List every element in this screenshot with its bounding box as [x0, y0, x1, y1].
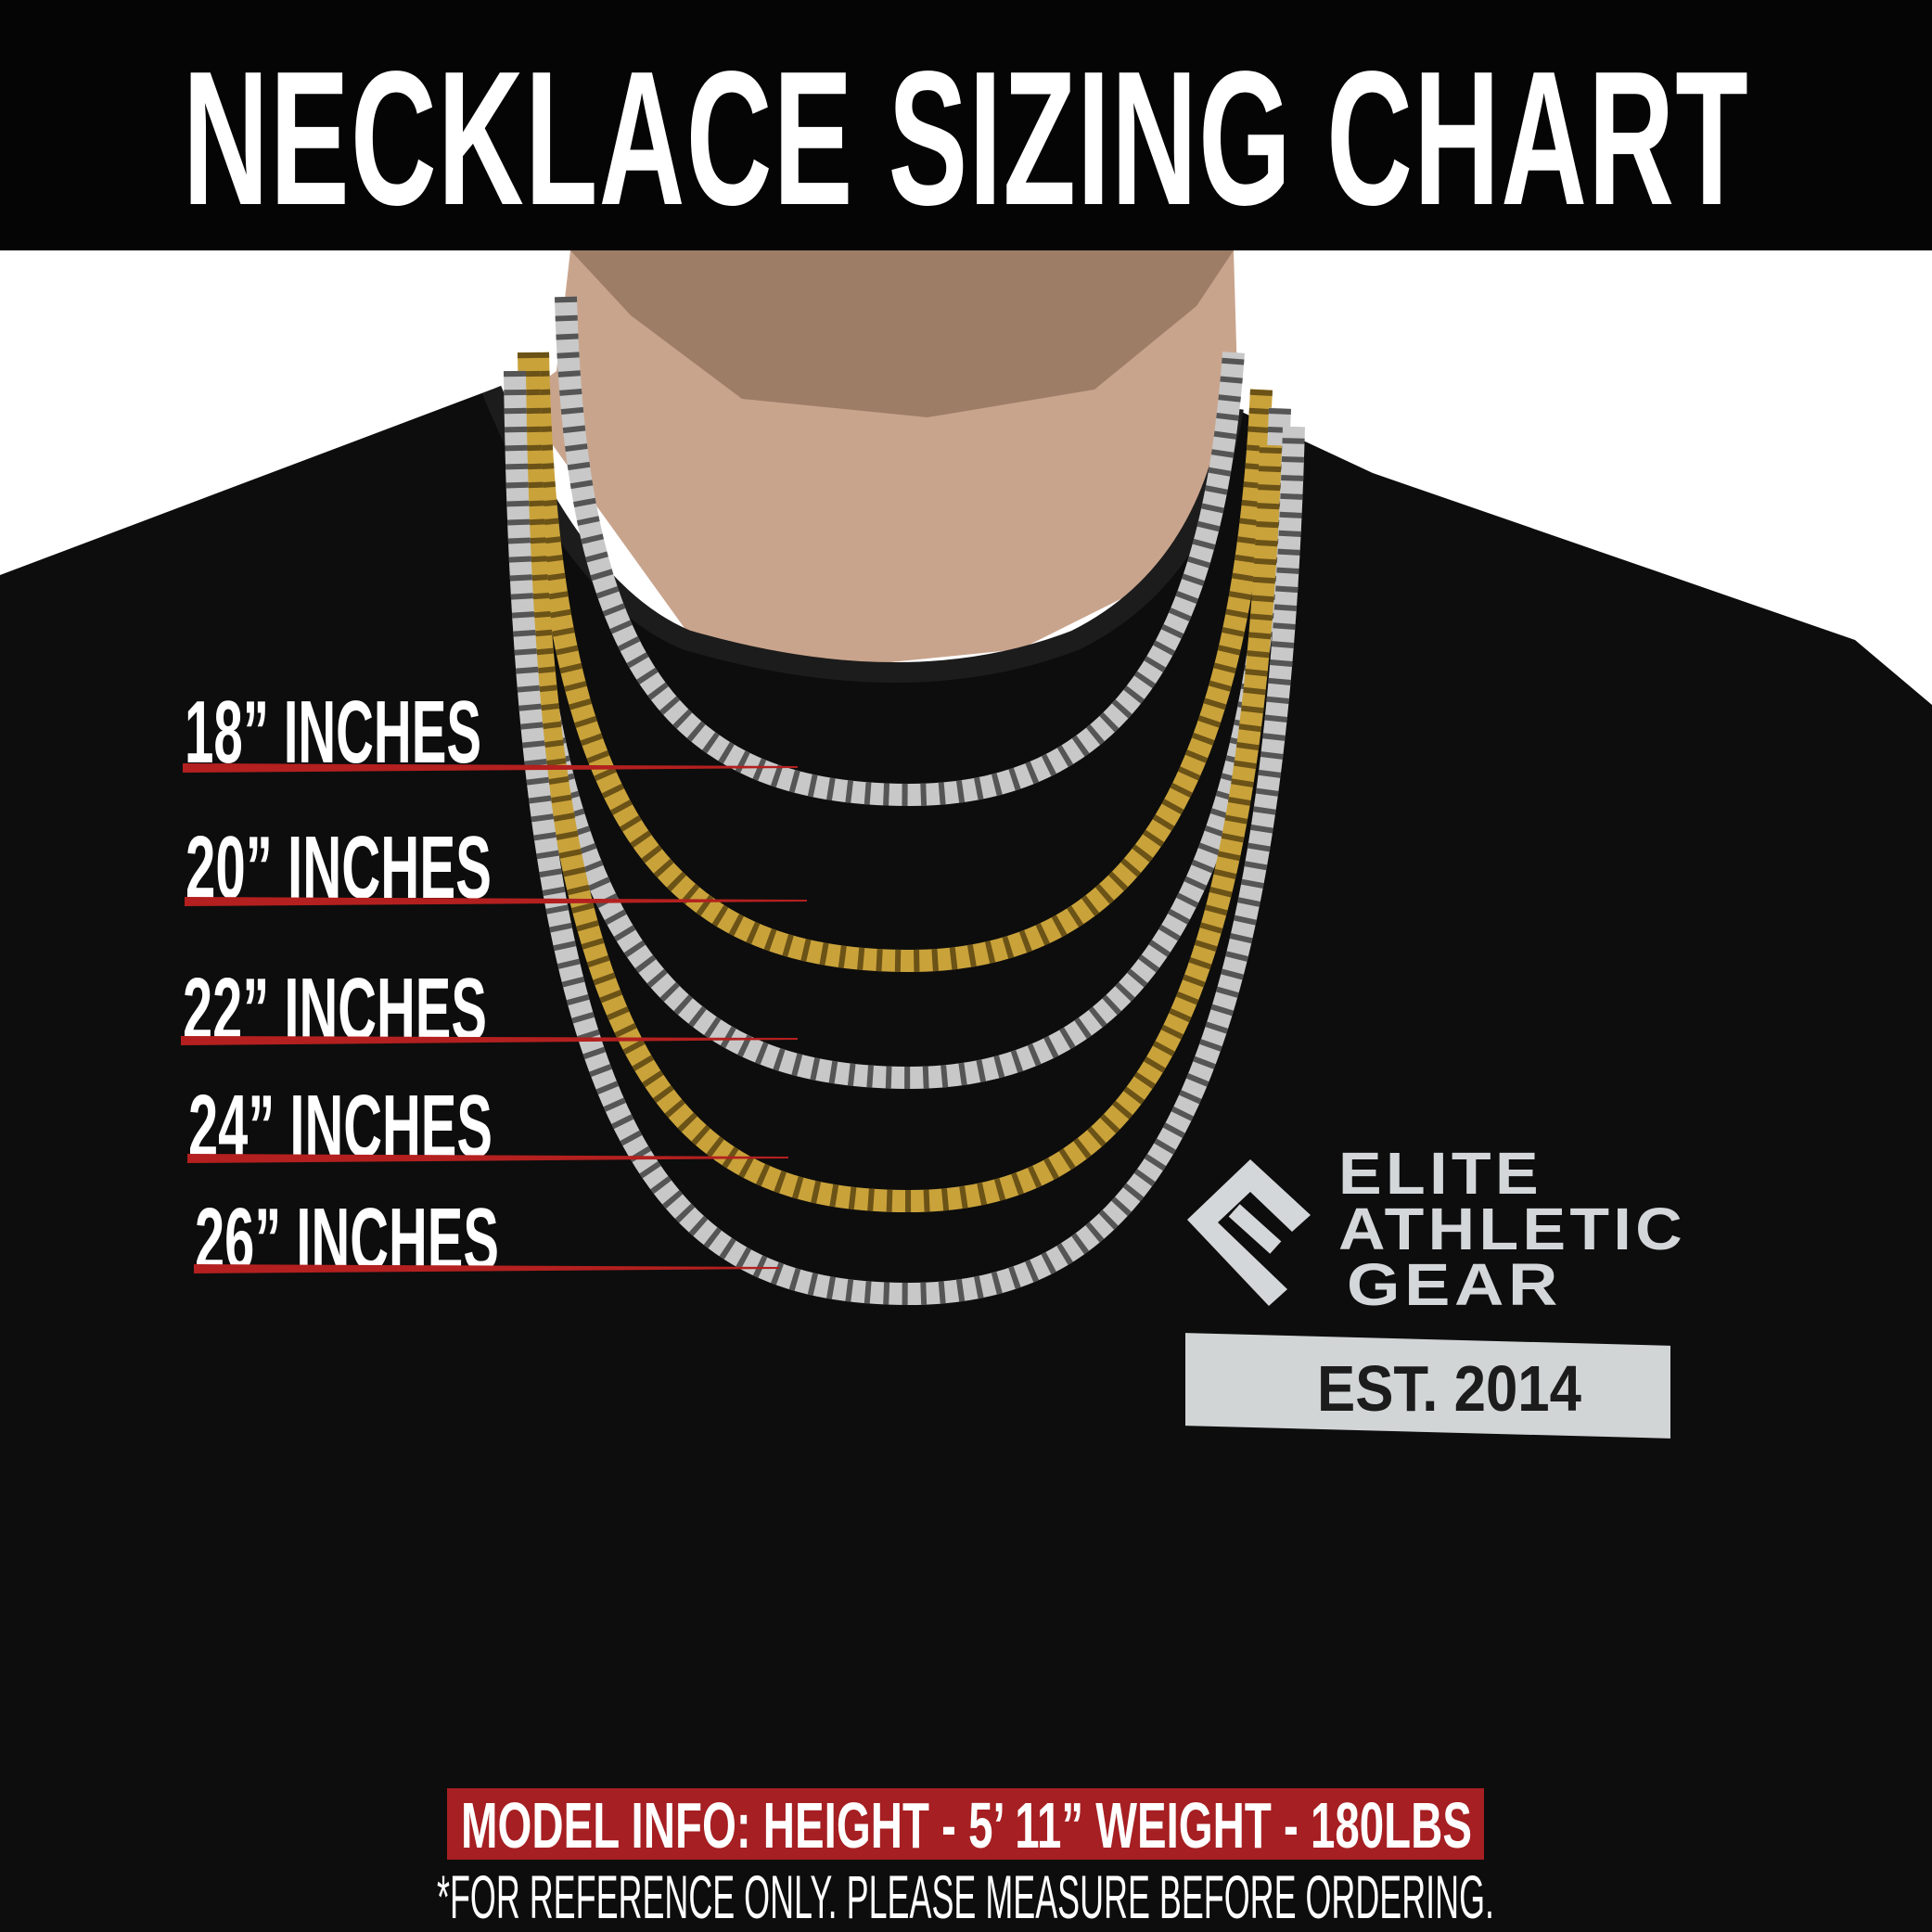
chain-gold-1 — [527, 352, 1273, 973]
beard — [570, 250, 1234, 417]
chain-links-2 — [508, 370, 1291, 1090]
est-text: EST. 2014 — [1317, 1352, 1581, 1425]
chain-links-3 — [518, 352, 1282, 1213]
black-shirt — [0, 390, 1932, 1932]
model-info-banner — [447, 1788, 1484, 1860]
size-label-24: 24” INCHES — [188, 1077, 493, 1176]
chains — [504, 296, 1305, 1306]
chain-silver-4 — [504, 370, 1305, 1306]
shirt-collar — [481, 385, 1244, 683]
logo-text-athletic: ATHLETIC — [1338, 1196, 1686, 1262]
brand-logo-icon — [1187, 1159, 1311, 1306]
page-title: NECKLACE SIZING CHART — [183, 32, 1749, 245]
logo-text-gear: GEAR — [1347, 1251, 1562, 1318]
header-bar: NECKLACE SIZING CHART — [0, 0, 1932, 250]
size-label-20: 20” INCHES — [186, 818, 492, 917]
reference-note: *FOR REFERENCE ONLY. PLEASE MEASURE BEFO… — [437, 1862, 1494, 1931]
chain-links-0 — [555, 296, 1245, 807]
size-label-22: 22” INCHES — [183, 960, 487, 1059]
size-label-26: 26” INCHES — [195, 1190, 499, 1289]
model-info-text: MODEL INFO: HEIGHT - 5’ 11” WEIGHT - 180… — [461, 1789, 1472, 1862]
logo-text-elite: ELITE — [1338, 1140, 1542, 1207]
size-label-18: 18” INCHES — [185, 683, 481, 782]
